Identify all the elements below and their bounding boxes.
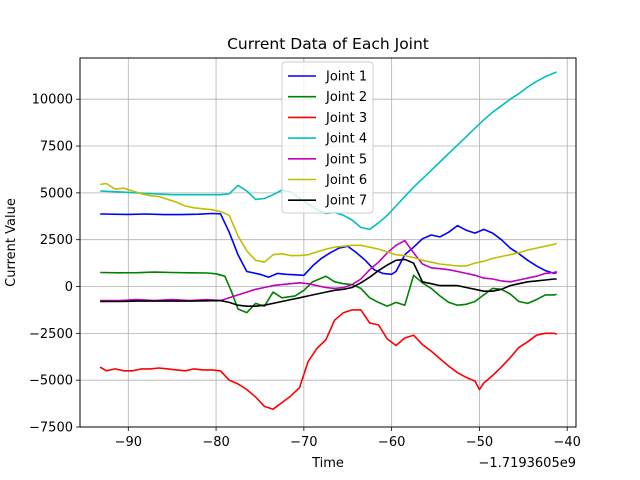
legend-box — [281, 61, 374, 214]
legend-label-joint-7: Joint 7 — [325, 194, 367, 209]
legend-label-joint-6: Joint 6 — [325, 173, 367, 188]
series-line-joint-3 — [99, 309, 557, 411]
x-tick-labels: −90 −80 −70 −60 −50 −40 — [115, 435, 581, 450]
series-line-joint-6 — [100, 182, 557, 267]
y-tick-label: −5000 — [29, 374, 73, 389]
x-axis-label: Time — [311, 456, 344, 471]
series-line-joint-1 — [100, 212, 557, 279]
x-tick-label: −90 — [115, 435, 142, 450]
x-tick-label: −80 — [202, 435, 229, 450]
series-lines — [99, 71, 557, 411]
legend-label-joint-2: Joint 2 — [325, 90, 367, 105]
y-tick-label: 5000 — [40, 186, 73, 201]
y-tick-labels: −7500 −5000 −2500 0 2500 5000 7500 10000 — [29, 93, 73, 436]
y-tick-label: −2500 — [29, 327, 73, 342]
y-tick-label: −7500 — [29, 421, 73, 436]
x-tick-label: −40 — [554, 435, 581, 450]
legend-label-joint-1: Joint 1 — [325, 70, 367, 85]
y-tick-label: 0 — [65, 280, 73, 295]
x-tick-label: −70 — [290, 435, 317, 450]
x-tick-label: −60 — [378, 435, 405, 450]
y-axis-label: Current Value — [4, 198, 19, 287]
axis-ticks — [76, 98, 568, 431]
series-line-joint-4 — [100, 71, 557, 231]
y-tick-label: 2500 — [40, 233, 73, 248]
x-tick-label: −50 — [466, 435, 493, 450]
plot-frame — [79, 57, 577, 428]
legend-label-joint-5: Joint 5 — [325, 152, 367, 167]
legend-label-joint-3: Joint 3 — [325, 111, 367, 126]
series-line-joint-7 — [100, 258, 557, 308]
series-line-joint-2 — [100, 271, 557, 314]
legend: Joint 1 Joint 2 Joint 3 Joint 4 Joint 5 Joint… — [281, 61, 374, 214]
legend-label-joint-4: Joint 4 — [325, 132, 367, 147]
series-line-joint-5 — [100, 239, 557, 302]
y-tick-label: 7500 — [40, 140, 73, 155]
chart-title: Current Data of Each Joint — [227, 35, 429, 53]
x-axis-offset-label: −1.7193605e9 — [479, 456, 576, 471]
y-tick-label: 10000 — [32, 93, 73, 108]
